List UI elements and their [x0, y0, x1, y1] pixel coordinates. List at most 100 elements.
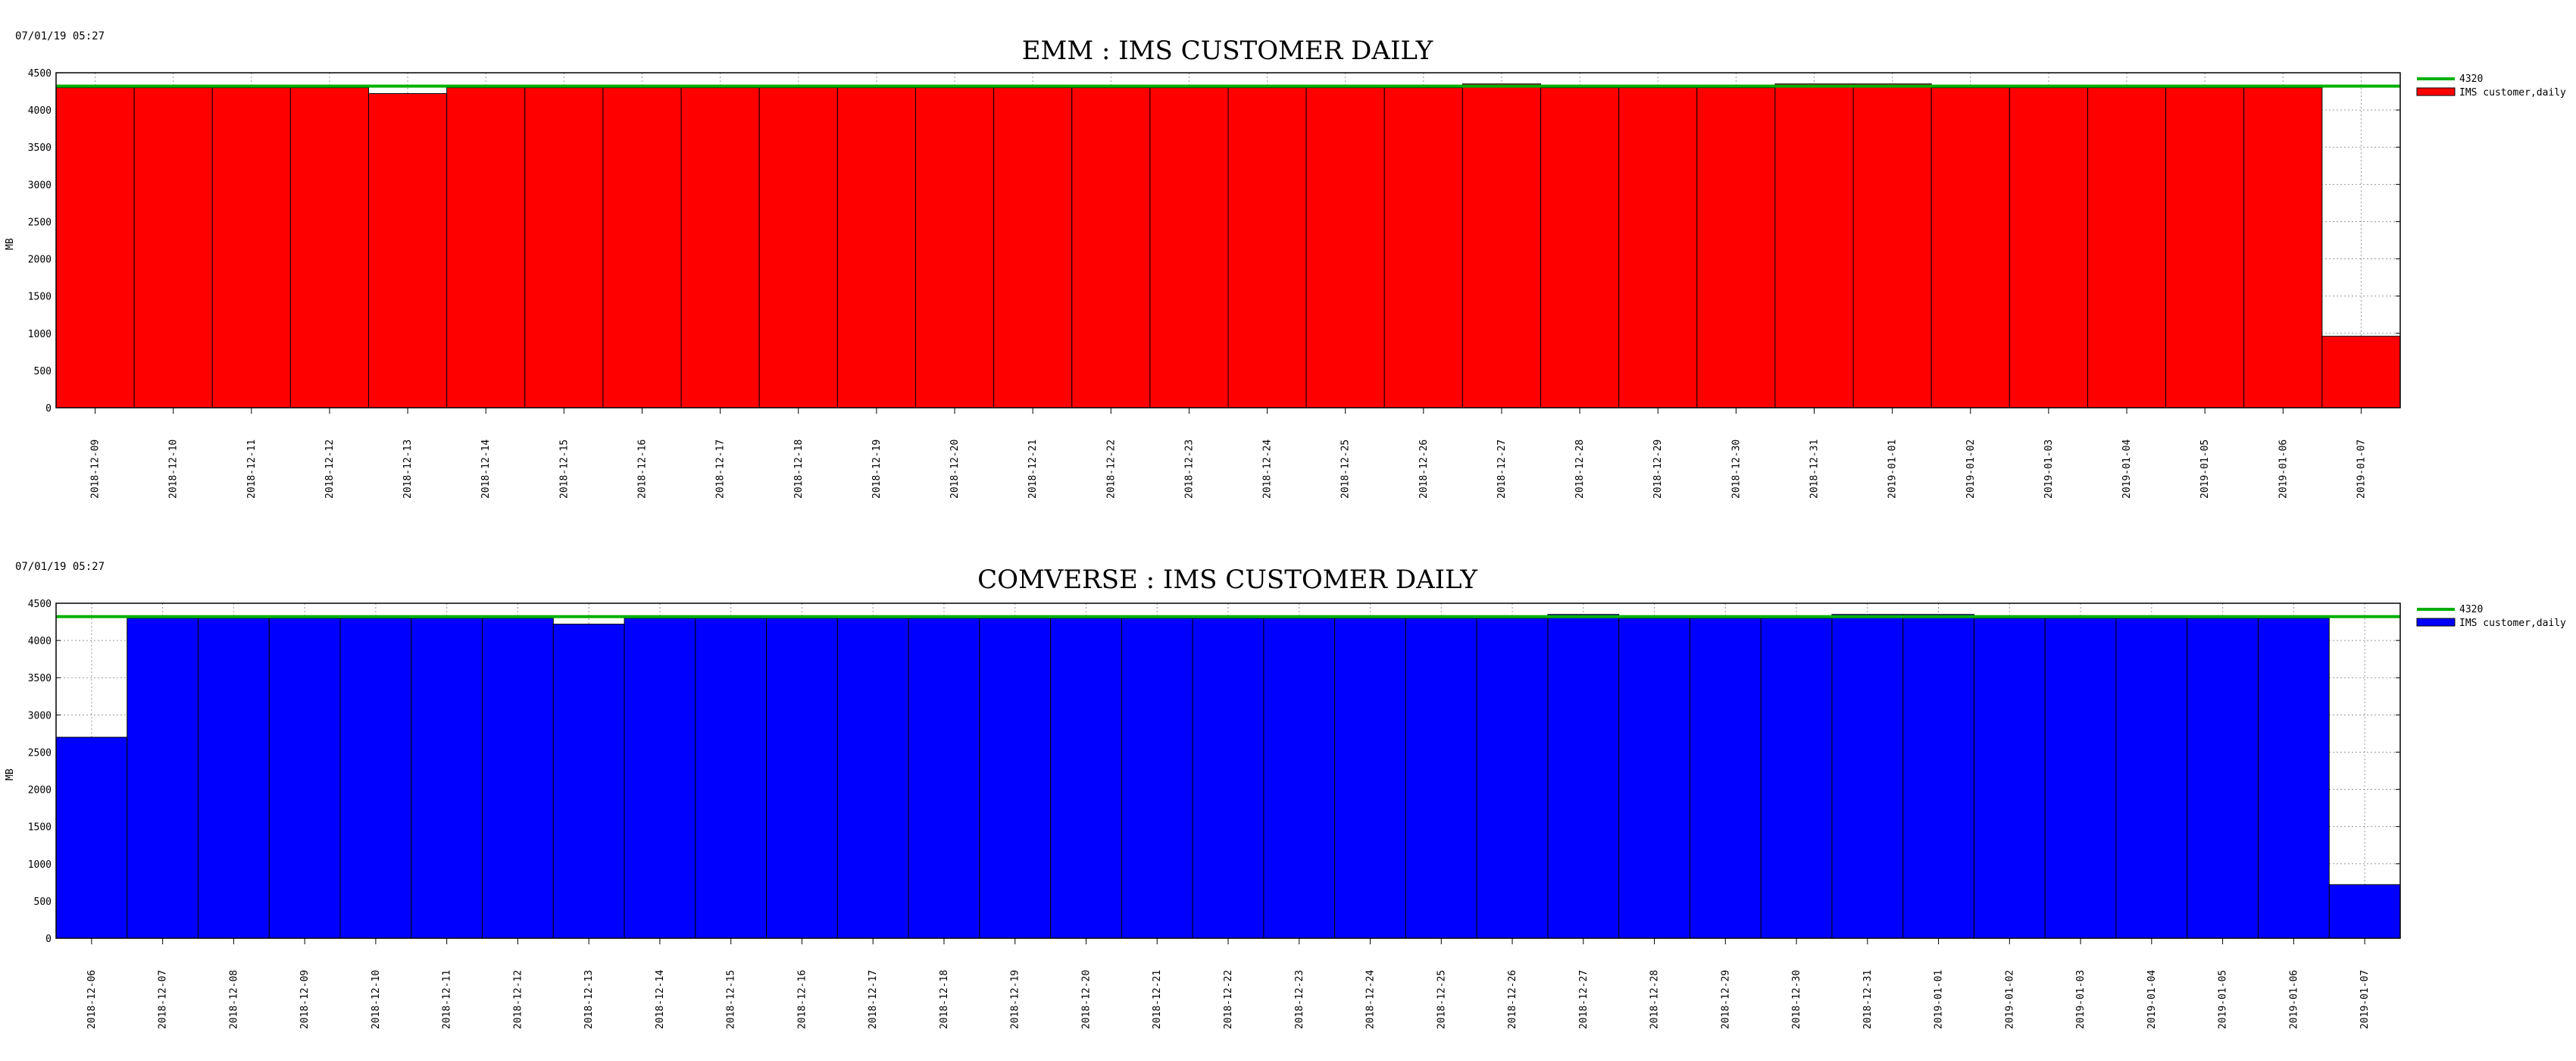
- x-tick-label: 2018-12-27: [1496, 440, 1508, 499]
- x-tick-label: 2018-12-11: [246, 440, 258, 499]
- bar: [2165, 87, 2245, 408]
- x-tick-label: 2019-01-07: [2359, 970, 2371, 1029]
- legend-series-swatch: [2416, 618, 2456, 627]
- bar: [1618, 87, 1698, 408]
- bar: [695, 618, 767, 939]
- x-tick-label: 2018-12-09: [90, 440, 102, 499]
- bar: [1618, 618, 1690, 939]
- bar: [339, 618, 412, 939]
- bar: [1263, 618, 1336, 939]
- x-tick-label: 2018-12-09: [299, 970, 311, 1029]
- y-axis-label: MB: [5, 768, 16, 781]
- bar: [1405, 618, 1477, 939]
- bar: [268, 618, 341, 939]
- x-tick-label: 2018-12-29: [1720, 970, 1731, 1029]
- x-tick-label: 2018-12-11: [442, 970, 453, 1029]
- bar: [446, 87, 526, 408]
- x-tick-label: 2018-12-16: [637, 440, 649, 499]
- x-tick-label: 2018-12-22: [1105, 440, 1117, 499]
- legend: 4320 IMS customer,daily: [2416, 74, 2566, 99]
- chart-timestamp: 07/01/19 05:27: [15, 561, 105, 573]
- legend-series-label: IMS customer,daily: [2459, 618, 2566, 629]
- bar: [2187, 618, 2259, 939]
- bar: [2243, 87, 2323, 408]
- bar: [758, 87, 838, 408]
- x-tick-label: 2018-12-10: [370, 970, 382, 1029]
- bar: [993, 87, 1073, 408]
- x-tick-label: 2019-01-07: [2356, 440, 2367, 499]
- bar: [2321, 336, 2401, 408]
- x-tick-label: 2019-01-01: [1934, 970, 1945, 1029]
- y-tick-label: 500: [34, 897, 52, 908]
- x-tick-label: 2018-12-26: [1507, 970, 1518, 1029]
- x-tick-label: 2018-12-25: [1436, 970, 1447, 1029]
- x-tick-label: 2018-12-20: [1080, 970, 1092, 1029]
- bar: [1476, 618, 1549, 939]
- bar: [1760, 618, 1833, 939]
- chart-timestamp: 07/01/19 05:27: [15, 30, 105, 42]
- y-tick-label: 3000: [28, 180, 52, 191]
- bar: [1689, 618, 1762, 939]
- y-axis-label: MB: [5, 238, 16, 250]
- bar: [2044, 618, 2117, 939]
- x-tick-label: 2018-12-31: [1809, 440, 1821, 499]
- bar: [1930, 87, 2010, 408]
- y-tick-label: 3500: [28, 142, 52, 154]
- y-tick-label: 2000: [28, 785, 52, 797]
- bar: [211, 87, 291, 408]
- plot-frame: [55, 602, 2401, 939]
- legend-threshold-label: 4320: [2459, 74, 2483, 85]
- x-tick-label: 2018-12-13: [583, 970, 595, 1029]
- bar: [1831, 614, 1904, 939]
- y-tick-label: 0: [45, 403, 52, 415]
- bar: [1902, 614, 1974, 939]
- x-tick-label: 2018-12-18: [939, 970, 950, 1029]
- x-tick-label: 2018-12-12: [324, 440, 336, 499]
- y-tick-label: 1000: [28, 329, 52, 340]
- bar: [1383, 87, 1463, 408]
- bar: [368, 93, 448, 408]
- x-tick-label: 2018-12-12: [512, 970, 524, 1029]
- bar: [602, 87, 682, 408]
- bar: [1121, 618, 1193, 939]
- x-tick-label: 2019-01-06: [2277, 440, 2289, 499]
- x-tick-label: 2019-01-01: [1887, 440, 1899, 499]
- bar: [2257, 618, 2330, 939]
- y-tick-label: 0: [45, 934, 52, 945]
- chart-emm: 07/01/19 05:27 EMM : IMS CUSTOMER DAILY …: [5, 30, 2566, 499]
- plot-area: 0 500 1000 1500 2000 2500 3000 3500 4000 4500 2018…: [28, 68, 2401, 499]
- bar: [624, 618, 696, 939]
- x-tick-label: 2018-12-30: [1791, 970, 1802, 1029]
- bar: [524, 87, 604, 408]
- bar: [680, 87, 760, 408]
- y-tick-label: 1500: [28, 292, 52, 303]
- y-tick-label: 3000: [28, 710, 52, 721]
- legend-threshold-label: 4320: [2459, 604, 2483, 615]
- y-tick-label: 3500: [28, 673, 52, 684]
- bar: [908, 618, 980, 939]
- bar: [411, 618, 483, 939]
- bar: [2087, 87, 2167, 408]
- y-tick-label: 4500: [28, 68, 52, 80]
- bar: [55, 87, 135, 408]
- legend-series-label: IMS customer,daily: [2459, 87, 2566, 99]
- x-tick-label: 2018-12-21: [1152, 970, 1163, 1029]
- x-tick-label: 2018-12-20: [949, 440, 961, 499]
- y-tick-label: 4000: [28, 105, 52, 117]
- x-tick-label: 2019-01-03: [2075, 970, 2087, 1029]
- bar: [289, 87, 370, 408]
- x-tick-label: 2018-12-25: [1340, 440, 1352, 499]
- x-tick-label: 2018-12-21: [1027, 440, 1039, 499]
- bar: [1696, 87, 1776, 408]
- x-tick-label: 2018-12-16: [796, 970, 808, 1029]
- x-tick-label: 2018-12-06: [86, 970, 98, 1029]
- bar: [1540, 87, 1620, 408]
- bar: [766, 618, 838, 939]
- bar: [1149, 87, 1229, 408]
- y-tick-label: 1500: [28, 822, 52, 834]
- bar: [1050, 618, 1122, 939]
- bar: [1462, 83, 1542, 408]
- x-tick-label: 2018-12-28: [1574, 440, 1586, 499]
- bar: [1774, 83, 1854, 408]
- x-tick-label: 2019-01-02: [2004, 970, 2015, 1029]
